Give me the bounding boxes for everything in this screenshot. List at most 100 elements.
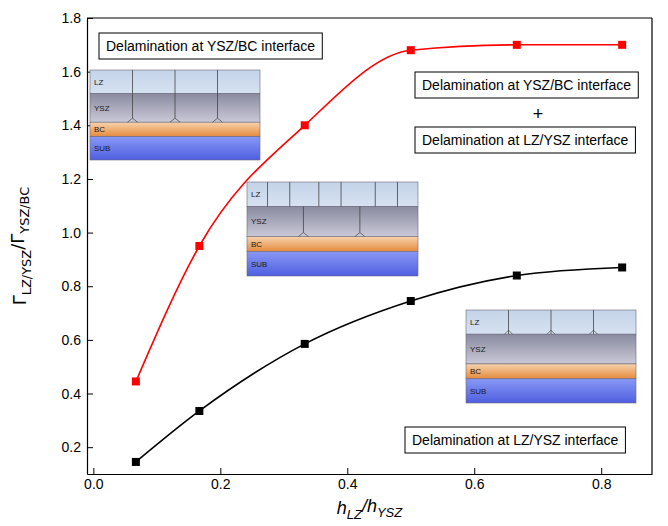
inset-layer xyxy=(466,379,636,403)
y-axis: 0.2 0.4 0.6 0.8 1.0 1.2 1.4 1.6 1.8 xyxy=(62,10,93,475)
inset-layer-label: YSZ xyxy=(94,104,110,113)
y-tick-label: 0.8 xyxy=(62,278,82,294)
inset-layer-label: SUB xyxy=(94,144,110,153)
x-tick-label: 0.8 xyxy=(592,476,612,492)
inset-crack xyxy=(132,70,133,93)
inset-crack xyxy=(341,182,342,206)
x-tick-label: 0.2 xyxy=(211,476,231,492)
inset-layer-label: SUB xyxy=(251,260,267,269)
annotation-text: Delamination at YSZ/BC interface xyxy=(422,77,631,93)
annotation-text: Delamination at LZ/YSZ interface xyxy=(412,432,618,448)
annotation-box xyxy=(415,127,635,153)
x-tick-label: 0.0 xyxy=(84,476,104,492)
annotation: Delamination at YSZ/BC interface xyxy=(99,33,322,59)
inset-layer xyxy=(466,310,636,334)
annotation: + xyxy=(533,104,544,124)
schematic-inset: LZYSZBCSUB xyxy=(466,310,636,403)
x-tick-mark xyxy=(601,468,602,474)
series-marker xyxy=(513,41,521,49)
x-tick: 0.4 xyxy=(338,468,358,492)
axis-title-subscript: LZ xyxy=(347,507,363,522)
inset-crack xyxy=(213,118,223,122)
axis-title-part: /h xyxy=(360,496,377,516)
inset-crack xyxy=(590,330,598,334)
inset-crack xyxy=(298,233,308,237)
x-tick-mark xyxy=(93,468,94,474)
y-tick-label: 1.0 xyxy=(62,225,82,241)
inset-crack xyxy=(289,182,290,206)
series-marker xyxy=(513,272,521,280)
annotation-box xyxy=(415,72,638,98)
x-tick-mark xyxy=(347,468,348,474)
series-marker xyxy=(195,407,203,415)
y-tick: 0.6 xyxy=(62,332,93,348)
inset-layer-label: BC xyxy=(94,125,105,134)
annotation-text: Delamination at LZ/YSZ interface xyxy=(422,132,628,148)
inset-crack xyxy=(175,70,176,93)
inset-crack xyxy=(128,118,138,122)
series-marker xyxy=(407,46,415,54)
y-tick-mark xyxy=(87,286,93,287)
y-tick-label: 1.6 xyxy=(62,64,82,80)
x-tick-label: 0.6 xyxy=(465,476,485,492)
y-tick-label: 0.2 xyxy=(62,439,82,455)
inset-layer-label: LZ xyxy=(94,78,103,87)
y-tick: 1.8 xyxy=(62,10,93,26)
axis-title-part: h xyxy=(337,498,347,518)
y-tick-label: 0.4 xyxy=(62,386,82,402)
inset-crack xyxy=(175,93,176,118)
x-axis-title: hLZ/hYSZ xyxy=(337,496,403,521)
annotation-text: Delamination at YSZ/BC interface xyxy=(106,38,315,54)
x-axis-line xyxy=(88,474,653,475)
frame-top xyxy=(87,17,652,18)
inset-layer xyxy=(247,182,418,206)
x-axis: 0.0 0.2 0.4 0.6 0.8 xyxy=(84,468,652,492)
chart: 0.0 0.2 0.4 0.6 0.8 0.2 0.4 0.6 0.8 1.0 1.2 1.4 1.6 1… xyxy=(0,0,668,526)
inset-crack xyxy=(318,182,319,206)
inset-crack xyxy=(132,93,133,118)
y-tick-mark xyxy=(87,18,93,19)
y-tick: 0.2 xyxy=(62,439,93,455)
inset-layer-label: BC xyxy=(470,367,481,376)
inset-layer xyxy=(247,206,418,236)
inset-layer xyxy=(247,237,418,252)
x-tick-label: 0.4 xyxy=(338,476,358,492)
y-tick-mark xyxy=(87,233,93,234)
axis-title-part: Γ xyxy=(9,295,30,305)
series-marker xyxy=(618,41,626,49)
series-marker xyxy=(301,121,309,129)
inset-layer-label: YSZ xyxy=(251,217,267,226)
inset-crack xyxy=(375,182,376,206)
series-marker xyxy=(132,377,140,385)
annotation-box xyxy=(99,33,322,59)
x-tick: 0.8 xyxy=(592,468,612,492)
y-tick-label: 1.2 xyxy=(62,171,82,187)
inset-layer xyxy=(247,252,418,276)
axis-title-subscript: YSZ/BC xyxy=(17,187,32,235)
inset-crack xyxy=(170,118,180,122)
series-marker xyxy=(407,297,415,305)
axis-title-part: /Γ xyxy=(7,234,28,250)
y-tick-label: 1.4 xyxy=(62,117,82,133)
y-axis-title: ΓLZ/YSZ/ΓYSZ/BC xyxy=(7,187,33,306)
x-tick: 0.2 xyxy=(211,468,231,492)
inset-crack xyxy=(217,93,218,118)
x-tick: 0.6 xyxy=(465,468,485,492)
y-tick: 0.8 xyxy=(62,278,93,294)
x-tick-mark xyxy=(220,468,221,474)
inset-layer xyxy=(90,70,260,93)
y-tick: 1.2 xyxy=(62,171,93,187)
annotation: Delamination at YSZ/BC interface xyxy=(415,72,638,98)
x-tick-mark xyxy=(474,468,475,474)
schematic-inset: LZ YSZ BC SUB xyxy=(90,70,260,160)
inset-layer-label: BC xyxy=(251,240,262,249)
inset-crack xyxy=(505,330,513,334)
series-marker xyxy=(618,263,626,271)
inset-crack xyxy=(217,70,218,93)
y-tick: 1.6 xyxy=(62,64,93,80)
y-tick-mark xyxy=(87,340,93,341)
inset-layer-label: SUB xyxy=(470,387,486,396)
annotation-text: + xyxy=(533,104,544,124)
inset-layer xyxy=(90,137,260,160)
y-tick-label: 1.8 xyxy=(62,10,82,26)
